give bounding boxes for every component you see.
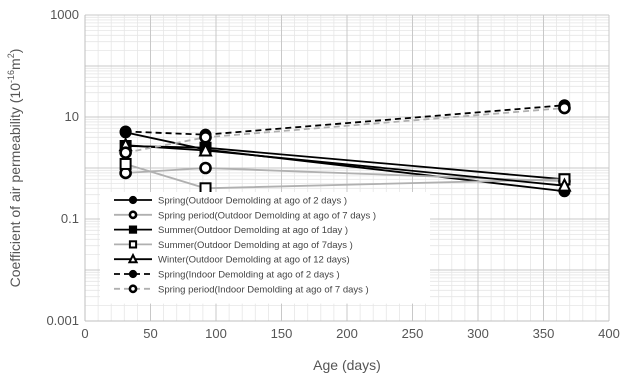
x-tick-label: 400 xyxy=(598,326,620,341)
legend-entry-label: Spring(Outdoor Demolding at ago of 2 day… xyxy=(158,196,347,207)
y-axis-title: Coefficient of air permeability (10-16m2… xyxy=(6,49,23,288)
y-tick-label: 10 xyxy=(65,109,79,124)
y-tick-label: 0.1 xyxy=(61,211,79,226)
legend-entry-label: Spring(Indoor Demolding at ago of 2 days… xyxy=(158,270,340,281)
x-tick-label: 100 xyxy=(205,326,227,341)
x-tick-label: 150 xyxy=(271,326,293,341)
legend: Spring(Outdoor Demolding at ago of 2 day… xyxy=(100,192,430,304)
x-tick-label: 250 xyxy=(402,326,424,341)
legend-entry-label: Summer(Outdoor Demolding at ago of 7days… xyxy=(158,240,353,251)
y-tick-label: 0.001 xyxy=(46,313,79,328)
y-axis-title-unit: m xyxy=(7,58,23,70)
series-4-point xyxy=(199,182,212,195)
legend-entry-label: Summer(Outdoor Demolding at ago of 1day … xyxy=(158,225,348,236)
y-axis-title-unit-exp: 2 xyxy=(6,53,16,58)
series-4-point xyxy=(119,157,132,170)
legend-entry-label: Winter(Outdoor Demolding at ago of 12 da… xyxy=(158,255,350,266)
legend-swatch-marker xyxy=(128,210,138,220)
series-5-point xyxy=(198,142,213,157)
tick-labels: 0 50 100 150 200 250 300 350 400 0.001 0.1 10 1000 xyxy=(46,7,619,341)
y-tick-label: 1000 xyxy=(50,7,79,22)
y-axis-title-close: ) xyxy=(7,49,23,54)
x-tick-label: 50 xyxy=(143,326,157,341)
series-6-point xyxy=(119,125,132,138)
x-tick-label: 350 xyxy=(533,326,555,341)
series-5-point xyxy=(557,177,572,192)
legend-entry-label: Spring period(Outdoor Demolding at ago o… xyxy=(158,210,376,221)
series xyxy=(118,99,572,198)
y-axis-title-exp: -16 xyxy=(6,70,16,83)
x-tick-label: 200 xyxy=(336,326,358,341)
x-tick-label: 0 xyxy=(81,326,88,341)
legend-box xyxy=(100,192,430,304)
series-7-point xyxy=(558,101,571,115)
legend-swatch-marker xyxy=(128,269,138,279)
series-7-point xyxy=(119,146,132,159)
series-line-6 xyxy=(125,104,565,136)
legend-swatch-marker xyxy=(127,252,139,264)
series-7-point xyxy=(199,130,212,144)
legend-swatch-marker xyxy=(128,240,138,249)
legend-swatch-marker xyxy=(128,225,138,234)
x-axis-title: Age (days) xyxy=(313,357,381,373)
legend-swatch-marker xyxy=(128,284,138,294)
axes xyxy=(84,15,609,322)
legend-swatch-marker xyxy=(128,195,138,205)
series-2-point xyxy=(199,161,212,175)
y-axis-title-main: Coefficient of air permeability (10 xyxy=(7,83,23,288)
x-tick-label: 300 xyxy=(467,326,489,341)
legend-entry-label: Spring period(Indoor Demolding at ago of… xyxy=(158,284,369,295)
